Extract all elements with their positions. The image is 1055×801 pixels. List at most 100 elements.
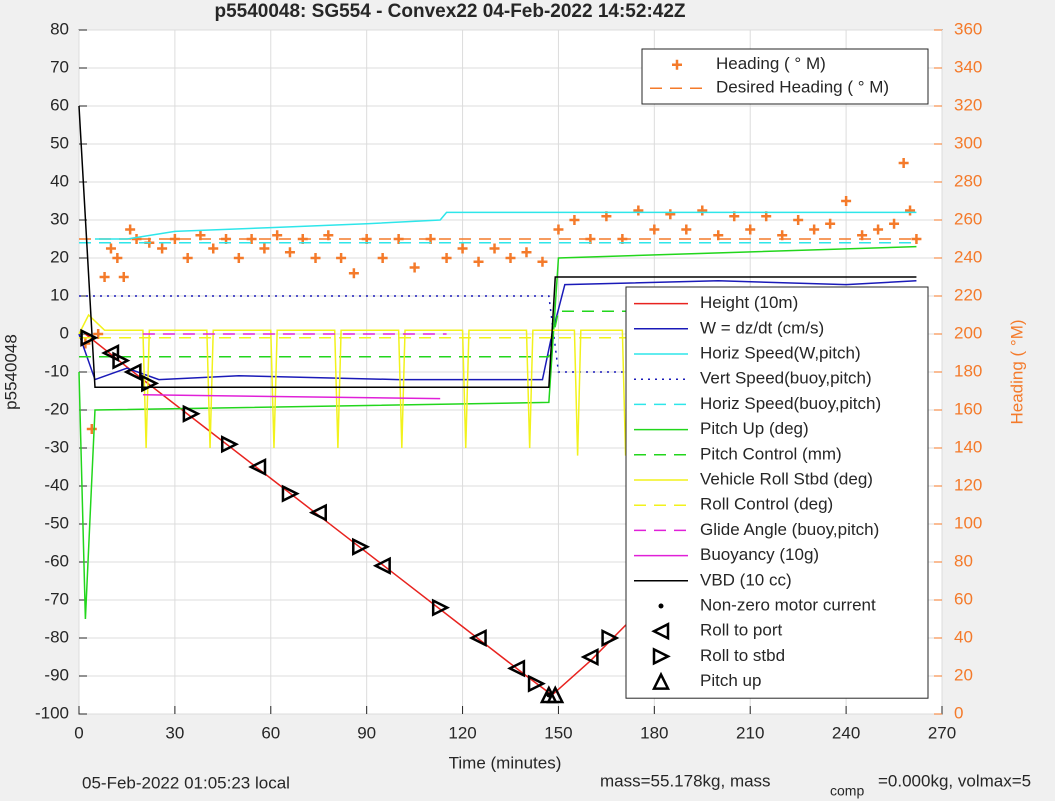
marker (745, 224, 756, 235)
y2-axis-label: Heading ( °M) (1007, 319, 1026, 424)
marker (793, 215, 804, 225)
y-tick-label: -100 (35, 703, 69, 722)
legend: Height (10m) W = dz/dt (cm/s) Horiz Speed(… (625, 286, 929, 699)
y2-tick-label: 60 (954, 589, 973, 608)
marker (441, 253, 452, 263)
marker (431, 598, 450, 617)
y2-tick-label: 0 (954, 703, 963, 722)
legend-label: VBD (10 cc) (700, 570, 792, 589)
marker (169, 234, 180, 244)
y-tick-label: 40 (50, 171, 69, 190)
marker (99, 272, 110, 282)
marker (377, 253, 388, 263)
y2-tick-label: 80 (954, 551, 973, 570)
y-tick-label: 0 (60, 323, 69, 342)
marker (873, 224, 884, 235)
y-tick-label: -40 (44, 475, 69, 494)
x-axis-label: Time (minutes) (449, 753, 562, 772)
legend-label: Height (10m) (700, 293, 798, 312)
y2-tick-label: 120 (954, 475, 982, 494)
marker (86, 424, 97, 434)
legend-label: Desired Heading ( ° M) (716, 78, 889, 97)
marker (658, 603, 664, 609)
marker (681, 224, 692, 235)
y2-tick-label: 360 (954, 19, 982, 38)
y-tick-label: 50 (50, 133, 69, 152)
x-tick-label: 0 (74, 723, 83, 742)
y2-tick-label: 220 (954, 285, 982, 304)
marker (841, 196, 852, 206)
marker (697, 205, 708, 216)
y-tick-label: -30 (44, 437, 69, 456)
marker (259, 243, 270, 254)
y-tick-label: 10 (50, 285, 69, 304)
legend-label: Heading ( ° M) (716, 54, 826, 73)
marker (651, 622, 670, 641)
marker (489, 243, 500, 254)
legend-box (641, 48, 929, 105)
x-tick-label: 30 (165, 723, 184, 742)
y-tick-label: -20 (44, 399, 69, 418)
marker (898, 158, 909, 168)
legend-label: Roll to port (700, 621, 782, 640)
marker (825, 218, 836, 229)
marker (93, 329, 104, 339)
marker (281, 484, 300, 503)
marker (665, 209, 676, 220)
marker (553, 224, 564, 235)
legend-label: Pitch up (700, 671, 761, 690)
legend-label: Buoyancy (10g) (700, 545, 819, 564)
x-tick-label: 240 (832, 723, 860, 742)
y2-tick-label: 260 (954, 209, 982, 228)
x-tick-label: 60 (261, 723, 280, 742)
marker (112, 351, 131, 370)
marker (157, 243, 168, 254)
marker (308, 503, 327, 522)
y2-tick-label: 160 (954, 399, 982, 418)
marker (546, 685, 565, 704)
y2-tick-label: 240 (954, 247, 982, 266)
y-tick-label: 30 (50, 209, 69, 228)
series-line (142, 394, 441, 400)
marker (248, 457, 267, 477)
marker (105, 243, 116, 254)
marker (125, 224, 136, 235)
marker (457, 243, 468, 254)
marker (473, 256, 484, 267)
x-tick-label: 210 (736, 723, 764, 742)
y-tick-label: 80 (50, 19, 69, 38)
y2-tick-label: 40 (954, 627, 973, 646)
footer: mass=55.178kg, mass (600, 771, 771, 790)
y2-tick-label: 340 (954, 57, 982, 76)
y-axis-label: p5540048 (1, 334, 20, 410)
marker (672, 59, 682, 70)
marker (352, 537, 371, 556)
legend-label: Roll to stbd (700, 646, 785, 665)
y-tick-label: -10 (44, 361, 69, 380)
marker (233, 253, 244, 263)
legend: Heading ( ° M) Desired Heading ( ° M) (641, 48, 929, 105)
legend-label: Pitch Up (deg) (700, 419, 809, 438)
marker (348, 268, 359, 279)
y-tick-label: -90 (44, 665, 69, 684)
marker (505, 253, 516, 263)
y-tick-label: -50 (44, 513, 69, 532)
marker (537, 256, 548, 267)
marker (809, 224, 820, 235)
marker (272, 230, 283, 241)
marker (521, 247, 532, 258)
marker (208, 243, 219, 254)
y2-tick-label: 140 (954, 437, 982, 456)
x-tick-label: 180 (640, 723, 668, 742)
legend-label: Vehicle Roll Stbd (deg) (700, 469, 873, 488)
x-tick-label: 150 (544, 723, 572, 742)
series-line (94, 211, 917, 240)
marker (182, 253, 193, 263)
marker (651, 671, 671, 690)
marker (141, 374, 160, 393)
y2-tick-label: 300 (954, 133, 982, 152)
y2-tick-label: 200 (954, 323, 982, 342)
marker (580, 647, 599, 667)
legend-label: Roll Control (deg) (700, 495, 833, 514)
legend-label: Non-zero motor current (700, 595, 876, 614)
